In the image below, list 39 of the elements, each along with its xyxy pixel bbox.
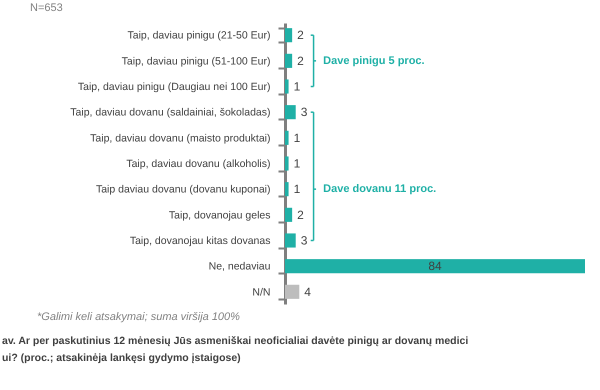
data-label: 1 — [294, 80, 301, 94]
data-label: 2 — [297, 54, 304, 68]
bar — [285, 28, 292, 42]
y-tick-label: Taip, daviau dovanu (alkoholis) — [126, 158, 270, 170]
data-label: 1 — [294, 182, 301, 196]
y-tick-label: Taip, daviau pinigu (51-100 Eur) — [122, 55, 270, 68]
annotation: Dave dovanu 11 proc. — [323, 183, 436, 196]
bar — [285, 130, 289, 145]
data-label: 2 — [297, 28, 304, 42]
y-tick-label: Taip, dovanojau kitas dovanas — [130, 234, 270, 247]
y-tick-label: Taip daviau dovanu (dovanu kuponai) — [96, 184, 270, 196]
y-tick-label: Ne, nedaviau — [208, 260, 271, 273]
y-tick-label: N/N — [252, 286, 270, 298]
y-tick-label: Taip, daviau pinigu (21-50 Eur) — [127, 30, 270, 42]
bar — [285, 284, 300, 299]
bar — [285, 54, 292, 68]
data-label: 84 — [428, 259, 442, 274]
text: N=653 — [30, 2, 63, 14]
data-label: 3 — [300, 105, 308, 120]
annotation: Dave pinigu 5 proc. — [323, 54, 425, 67]
bar — [285, 208, 292, 222]
y-tick-label: Taip, daviau pinigu (Daugiau nei 100 Eur) — [78, 81, 270, 94]
bar — [285, 233, 296, 248]
y-tick-label: Taip, daviau dovanu (maisto produktai) — [90, 132, 270, 144]
bar — [285, 259, 585, 274]
bar — [285, 182, 289, 196]
text: av. Ar per paskutinius 12 mėnesių Jūs asmeniškai neoficialiai davėte pinigų ar dovanų medici — [2, 335, 468, 347]
data-label: 3 — [300, 233, 308, 248]
bar — [285, 156, 289, 171]
text: ui? (proc.; atsakinėja lankęsi gydymo įstaigose) — [2, 352, 241, 364]
bar — [285, 105, 296, 120]
data-label: 4 — [304, 284, 312, 299]
text: *Galimi keli atsakymai; suma viršija 100% — [37, 311, 240, 323]
data-label: 1 — [294, 130, 301, 145]
data-label: 1 — [294, 156, 301, 170]
y-tick-label: Taip, daviau dovanu (saldainiai, šokoladas) — [70, 106, 270, 119]
data-label: 2 — [297, 208, 304, 222]
bar — [285, 79, 289, 94]
y-tick-label: Taip, dovanojau geles — [168, 209, 270, 222]
